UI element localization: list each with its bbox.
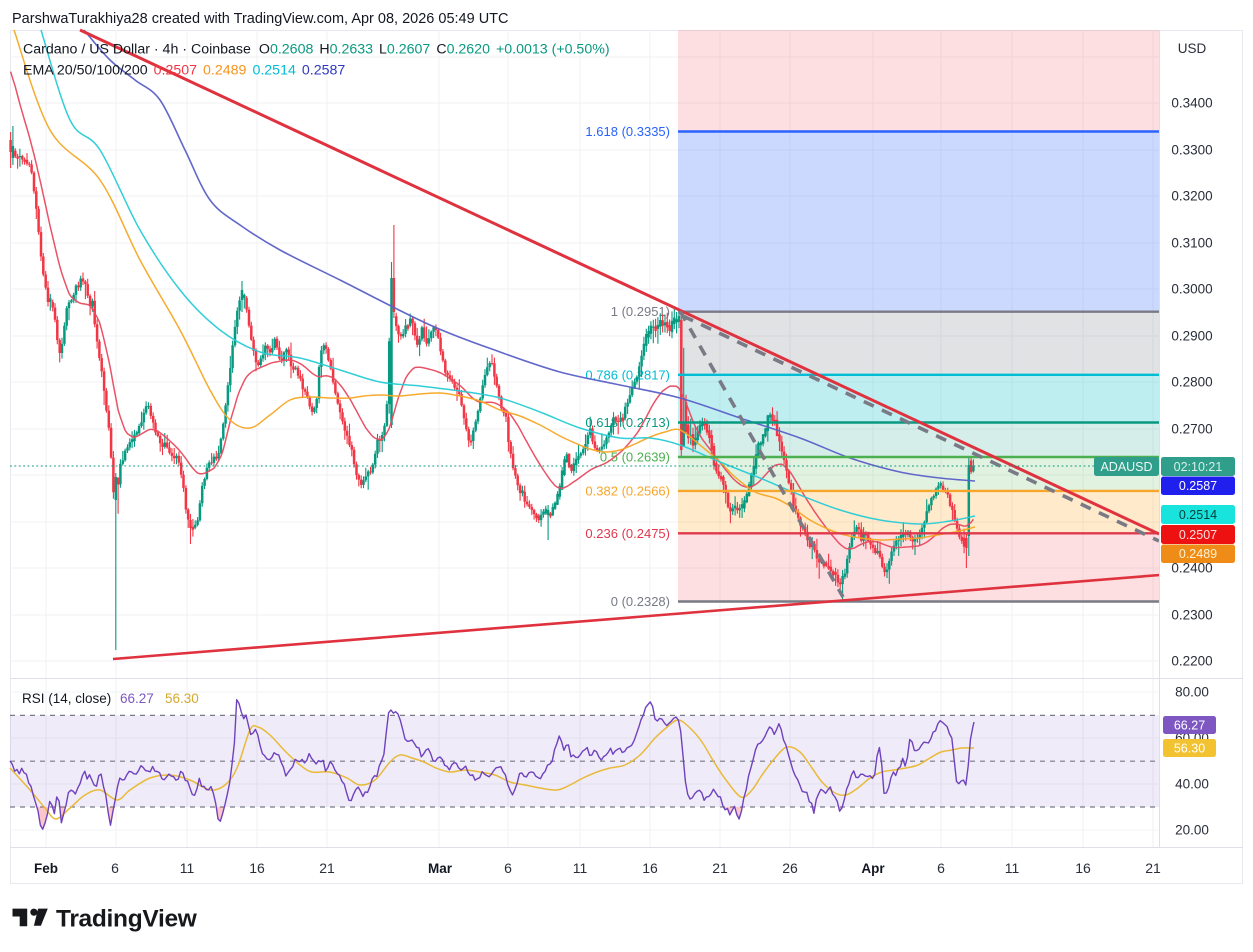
svg-text:26: 26	[782, 860, 798, 876]
svg-text:0.3000: 0.3000	[1171, 282, 1212, 297]
svg-text:Mar: Mar	[428, 861, 453, 876]
svg-text:6: 6	[111, 860, 119, 876]
svg-text:6: 6	[937, 860, 945, 876]
svg-text:0.2300: 0.2300	[1171, 608, 1212, 623]
svg-text:21: 21	[319, 860, 335, 876]
svg-text:0.2200: 0.2200	[1171, 654, 1212, 669]
svg-text:TradingView: TradingView	[56, 905, 198, 932]
svg-text:02:10:21: 02:10:21	[1174, 460, 1223, 474]
svg-text:Apr: Apr	[861, 861, 885, 876]
svg-text:21: 21	[1145, 860, 1161, 876]
svg-text:20.00: 20.00	[1175, 823, 1209, 838]
svg-text:0.786 (0.2817): 0.786 (0.2817)	[585, 367, 670, 382]
svg-text:0.2514: 0.2514	[1179, 508, 1217, 522]
svg-text:56.30: 56.30	[165, 691, 199, 706]
svg-text:0.3100: 0.3100	[1171, 236, 1212, 251]
svg-text:11: 11	[1005, 860, 1020, 876]
svg-text:40.00: 40.00	[1175, 777, 1209, 792]
svg-text:0.3300: 0.3300	[1171, 143, 1212, 158]
svg-text:RSI (14, close): RSI (14, close)	[22, 691, 111, 706]
svg-text:0.2400: 0.2400	[1171, 561, 1212, 576]
svg-text:16: 16	[249, 860, 265, 876]
svg-text:0.2800: 0.2800	[1171, 375, 1212, 390]
svg-text:0 (0.2328): 0 (0.2328)	[611, 594, 670, 609]
svg-text:16: 16	[1075, 860, 1091, 876]
svg-text:0.2507: 0.2507	[1179, 528, 1217, 542]
svg-text:6: 6	[504, 860, 512, 876]
svg-text:0.5 (0.2639): 0.5 (0.2639)	[600, 450, 670, 465]
svg-text:0.3400: 0.3400	[1171, 96, 1212, 111]
svg-text:0.382 (0.2566): 0.382 (0.2566)	[585, 483, 670, 498]
svg-text:66.27: 66.27	[120, 691, 154, 706]
svg-text:16: 16	[642, 860, 658, 876]
svg-text:0.236 (0.2475): 0.236 (0.2475)	[585, 526, 670, 541]
svg-text:0.2587: 0.2587	[1179, 479, 1217, 493]
svg-text:1.618 (0.3335): 1.618 (0.3335)	[585, 124, 670, 139]
svg-text:ParshwaTurakhiya28 created wit: ParshwaTurakhiya28 created with TradingV…	[12, 11, 509, 27]
svg-text:Feb: Feb	[34, 861, 58, 876]
svg-text:USD: USD	[1178, 41, 1207, 56]
svg-text:11: 11	[180, 860, 195, 876]
svg-text:0.2900: 0.2900	[1171, 329, 1212, 344]
svg-text:0.618 (0.2713): 0.618 (0.2713)	[585, 415, 670, 430]
svg-text:0.2700: 0.2700	[1171, 422, 1212, 437]
svg-text:66.27: 66.27	[1174, 718, 1205, 732]
svg-text:ADAUSD: ADAUSD	[1100, 460, 1152, 474]
svg-text:56.30: 56.30	[1174, 741, 1205, 755]
svg-text:0.2489: 0.2489	[1179, 547, 1217, 561]
svg-text:0.3200: 0.3200	[1171, 189, 1212, 204]
svg-text:80.00: 80.00	[1175, 685, 1209, 700]
svg-text:21: 21	[712, 860, 728, 876]
svg-text:11: 11	[573, 860, 588, 876]
svg-text:1 (0.2951): 1 (0.2951)	[611, 304, 670, 319]
